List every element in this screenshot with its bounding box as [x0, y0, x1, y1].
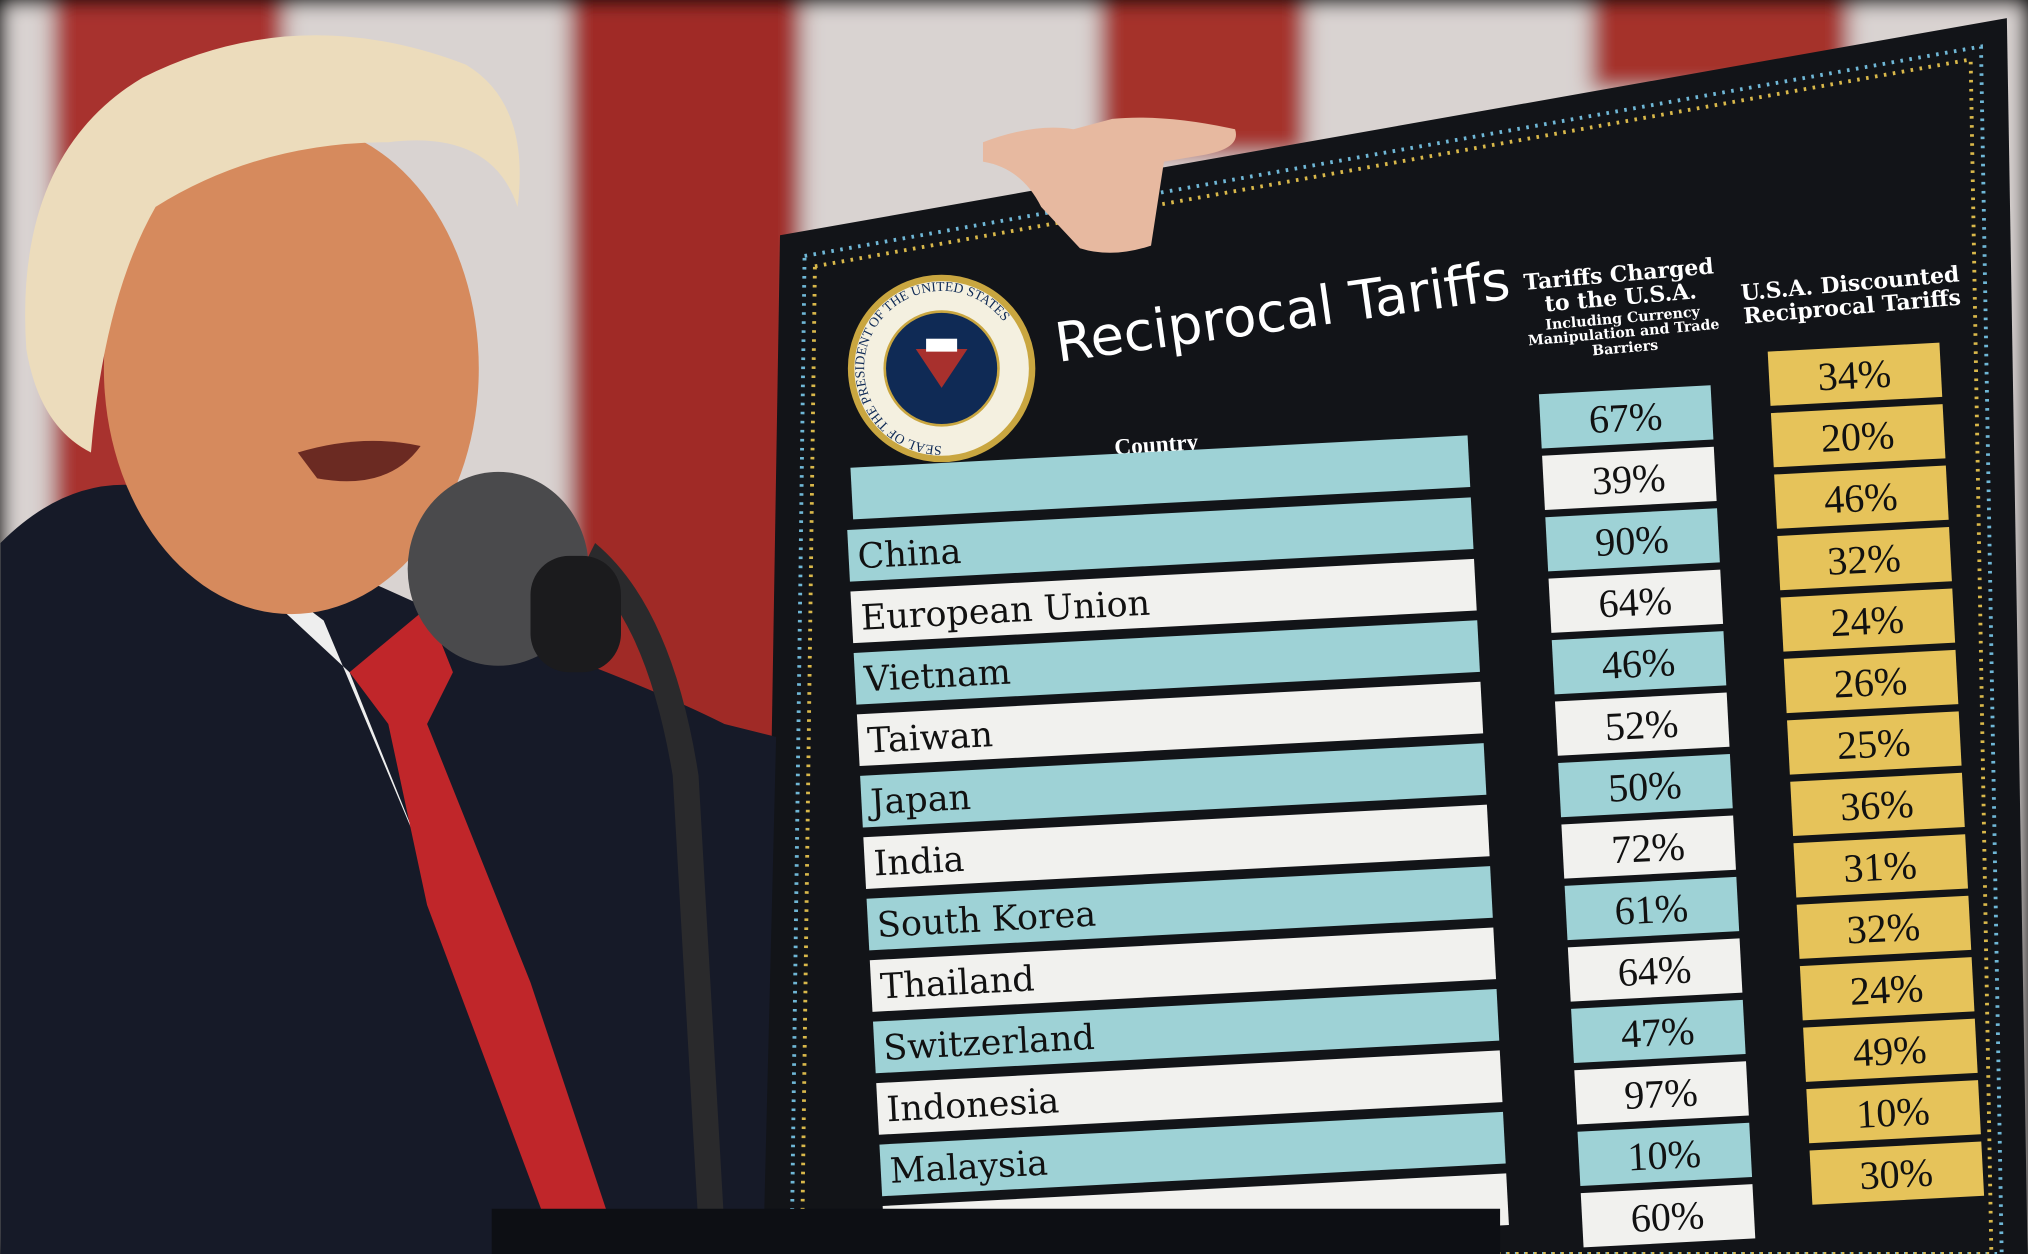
country-name: Japan — [867, 778, 972, 823]
person — [0, 35, 777, 1254]
value-text: 24% — [1849, 965, 1925, 1014]
country-bar — [853, 620, 1480, 705]
microphone — [407, 471, 725, 1229]
country-name: India — [873, 840, 966, 885]
value-box — [1548, 569, 1724, 633]
value-text: 46% — [1823, 474, 1899, 523]
value-text: 32% — [1845, 904, 1921, 953]
value-text: 25% — [1836, 719, 1912, 768]
value-box — [1554, 692, 1730, 756]
value-text: 61% — [1613, 885, 1689, 934]
value-text: 90% — [1594, 516, 1670, 565]
value-text: 20% — [1820, 412, 1896, 461]
country-bar — [863, 804, 1490, 889]
value-box — [1542, 446, 1717, 510]
value-box — [1564, 876, 1740, 941]
value-box — [1574, 1061, 1749, 1125]
value-box — [1780, 588, 1956, 652]
hand — [982, 117, 1236, 253]
value-box — [1799, 957, 1975, 1021]
value-box — [1787, 711, 1962, 775]
value-box — [1790, 772, 1965, 837]
country-name: Taiwan — [866, 715, 994, 762]
value-text: 10% — [1626, 1131, 1702, 1180]
value-box — [1538, 385, 1714, 449]
value-box — [1561, 815, 1736, 879]
country-bar — [850, 558, 1477, 644]
value-box — [1767, 342, 1943, 406]
country-name: Thailand — [879, 959, 1035, 1007]
value-text: 47% — [1620, 1008, 1696, 1057]
value-text: 24% — [1829, 596, 1905, 645]
value-text: 64% — [1617, 946, 1693, 995]
country-bar — [866, 866, 1493, 951]
value-box — [1796, 895, 1972, 959]
value-box — [1567, 938, 1743, 1002]
country-bar — [879, 1111, 1506, 1197]
value-box — [1577, 1122, 1753, 1186]
seal: SEAL OF THE PRESIDENT OF THE UNITED STAT… — [847, 274, 1036, 463]
country-name: Indonesia — [886, 1081, 1060, 1130]
value-box — [1809, 1141, 1985, 1205]
header-bar — [850, 435, 1471, 520]
value-text: 97% — [1623, 1069, 1699, 1118]
charged-header-group: Tariffs Charged to the U.S.A. Including … — [1515, 256, 1729, 365]
value-box — [1803, 1018, 1978, 1082]
charged-header-box: Tariffs Charged to the U.S.A. Including … — [1515, 256, 1729, 365]
value-text: 64% — [1597, 578, 1673, 627]
value-box — [1571, 999, 1746, 1064]
country-name: Malaysia — [889, 1144, 1049, 1192]
value-box — [1580, 1184, 1756, 1248]
value-text: 32% — [1826, 535, 1902, 584]
country-bar — [856, 681, 1484, 767]
value-text: 34% — [1817, 351, 1893, 400]
charged-header-wrap: Tariffs Charged to the U.S.A. Including … — [1515, 256, 1729, 365]
value-box — [1558, 754, 1733, 818]
country-bar — [860, 743, 1487, 828]
value-text: 26% — [1833, 658, 1909, 707]
value-box — [1770, 404, 1946, 468]
value-text: 72% — [1610, 823, 1686, 872]
value-text: 49% — [1852, 1027, 1928, 1076]
value-text: 36% — [1839, 781, 1915, 830]
value-text: 31% — [1842, 842, 1918, 891]
value-box — [1774, 465, 1949, 529]
value-text: 39% — [1591, 455, 1667, 504]
value-box — [1806, 1080, 1981, 1144]
value-text: 60% — [1630, 1192, 1706, 1241]
country-bar — [847, 497, 1474, 582]
value-text: 10% — [1855, 1088, 1931, 1137]
value-text: 30% — [1858, 1149, 1934, 1198]
value-text: 50% — [1607, 762, 1683, 811]
country-bar — [872, 988, 1500, 1074]
value-box — [1551, 631, 1727, 695]
value-text: 67% — [1588, 393, 1664, 442]
charged-column: 67% 39% 90% 64% 46% 52% 50% 72% 61% 64% 47% 97% 10% 6… — [1538, 385, 1756, 1248]
value-text: 52% — [1604, 701, 1680, 750]
country-name: China — [857, 532, 963, 577]
lectern — [491, 1208, 1501, 1254]
board-border — [789, 44, 2004, 1254]
value-box — [1793, 834, 1969, 898]
discounted-column: 34% 20% 46% 32% 24% 26% 25% 36% 31% 32% 24% 49% 10% 3… — [1767, 342, 1985, 1205]
value-box — [1783, 649, 1959, 714]
value-box — [1545, 508, 1720, 572]
country-name: Vietnam — [862, 653, 1012, 701]
country-bar — [869, 927, 1497, 1012]
value-box — [1777, 526, 1952, 591]
value-text: 46% — [1601, 639, 1677, 688]
country-bar — [876, 1050, 1503, 1135]
